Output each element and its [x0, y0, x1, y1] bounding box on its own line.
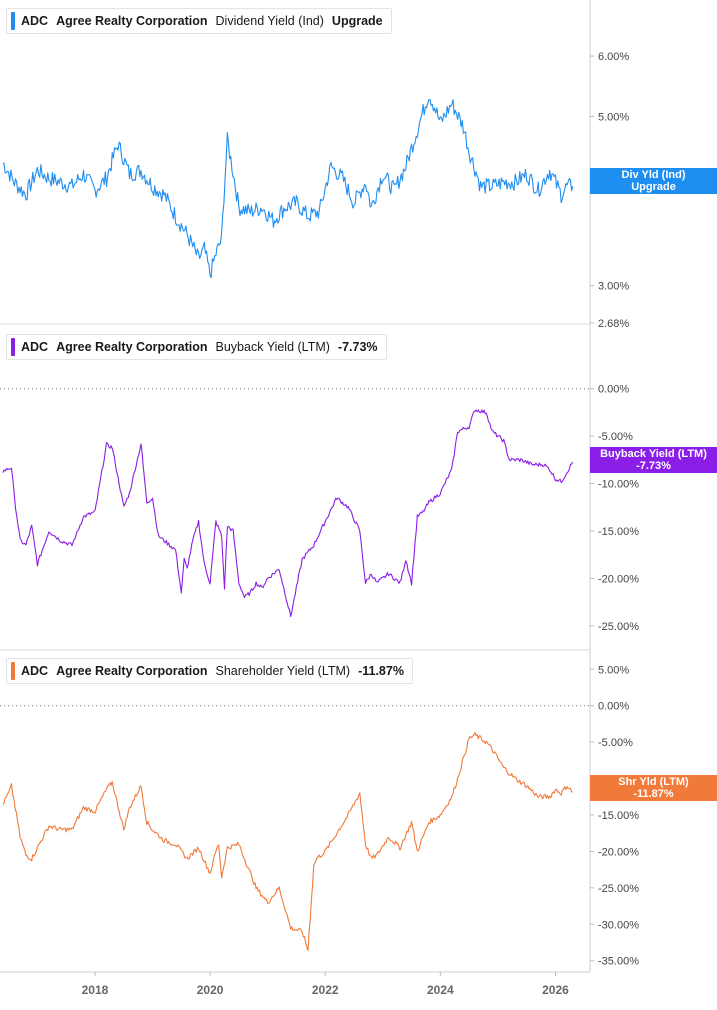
series-line — [2, 732, 573, 952]
value-tag-line2: -7.73% — [636, 460, 671, 472]
y-tick-label: 5.00% — [598, 664, 629, 676]
legend-value: -11.87% — [358, 664, 404, 678]
y-tick-label: -20.00% — [598, 846, 639, 858]
y-tick-label: -20.00% — [598, 573, 639, 585]
value-tag-buyback: Buyback Yield (LTM) -7.73% — [590, 447, 717, 473]
value-tag-line1: Shr Yld (LTM) — [618, 776, 689, 788]
y-tick-label: -15.00% — [598, 810, 639, 822]
x-tick-label: 2024 — [427, 983, 454, 997]
y-tick-label: 6.00% — [598, 51, 629, 63]
legend-value: Upgrade — [331, 14, 383, 28]
y-tick-label: -5.00% — [598, 737, 633, 749]
x-tick-label: 2026 — [542, 983, 569, 997]
legend-ticker: ADC — [21, 340, 49, 354]
y-tick-label: 5.00% — [598, 111, 629, 123]
y-tick-label: 0.00% — [598, 384, 629, 396]
value-tag-line1: Div Yld (Ind) — [621, 169, 686, 181]
y-tick-label: 3.00% — [598, 281, 629, 293]
legend-company: Agree Realty Corporation — [56, 340, 208, 354]
legend-swatch-buyback — [11, 338, 15, 356]
y-tick-label: -30.00% — [598, 919, 639, 931]
value-tag-shareholder: Shr Yld (LTM) -11.87% — [590, 775, 717, 801]
y-tick-label: 2.68% — [598, 318, 629, 330]
legend-metric: Buyback Yield (LTM) — [215, 340, 330, 354]
series-line — [2, 98, 574, 279]
value-tag-dividend: Div Yld (Ind) Upgrade — [590, 168, 717, 194]
legend-metric: Shareholder Yield (LTM) — [215, 664, 351, 678]
legend-metric: Dividend Yield (Ind) — [215, 14, 324, 28]
value-tag-line2: Upgrade — [631, 181, 676, 193]
legend-value: -7.73% — [337, 340, 378, 354]
y-tick-label: -35.00% — [598, 956, 639, 968]
y-tick-label: 0.00% — [598, 701, 629, 713]
series-line — [2, 409, 574, 618]
legend-company: Agree Realty Corporation — [56, 14, 208, 28]
legend-ticker: ADC — [21, 664, 49, 678]
legend-swatch-dividend — [11, 12, 15, 30]
x-tick-label: 2022 — [312, 983, 339, 997]
legend-swatch-shareholder — [11, 662, 15, 680]
y-tick-label: -5.00% — [598, 431, 633, 443]
x-tick-label: 2018 — [82, 983, 109, 997]
legend-company: Agree Realty Corporation — [56, 664, 208, 678]
value-tag-line2: -11.87% — [633, 788, 674, 800]
legend-shareholder-yield[interactable]: ADC Agree Realty Corporation Shareholder… — [6, 658, 413, 684]
y-tick-label: -25.00% — [598, 621, 639, 633]
legend-ticker: ADC — [21, 14, 49, 28]
y-tick-label: -15.00% — [598, 526, 639, 538]
legend-dividend-yield[interactable]: ADC Agree Realty Corporation Dividend Yi… — [6, 8, 392, 34]
y-tick-label: -10.00% — [598, 479, 639, 491]
y-tick-label: -25.00% — [598, 883, 639, 895]
x-tick-label: 2020 — [197, 983, 224, 997]
value-tag-line1: Buyback Yield (LTM) — [600, 448, 707, 460]
legend-buyback-yield[interactable]: ADC Agree Realty Corporation Buyback Yie… — [6, 334, 387, 360]
